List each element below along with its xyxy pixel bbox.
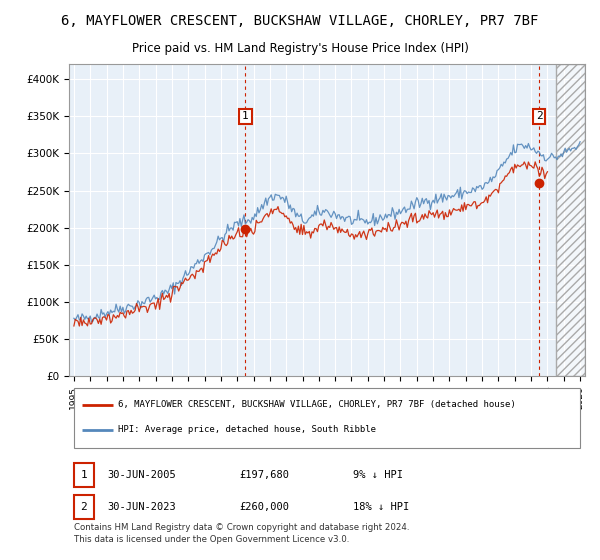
Text: 1: 1	[242, 111, 249, 122]
Bar	[556, 64, 585, 376]
Text: Price paid vs. HM Land Registry's House Price Index (HPI): Price paid vs. HM Land Registry's House …	[131, 42, 469, 55]
Text: 1: 1	[80, 470, 88, 480]
FancyBboxPatch shape	[74, 388, 580, 448]
Text: 18% ↓ HPI: 18% ↓ HPI	[353, 502, 409, 512]
Text: £197,680: £197,680	[239, 470, 289, 480]
Text: HPI: Average price, detached house, South Ribble: HPI: Average price, detached house, Sout…	[118, 426, 376, 435]
Text: Contains HM Land Registry data © Crown copyright and database right 2024.
This d: Contains HM Land Registry data © Crown c…	[74, 523, 410, 544]
FancyBboxPatch shape	[74, 495, 94, 519]
Text: £260,000: £260,000	[239, 502, 289, 512]
Text: 30-JUN-2023: 30-JUN-2023	[108, 502, 176, 512]
FancyBboxPatch shape	[74, 463, 94, 487]
Text: 30-JUN-2005: 30-JUN-2005	[108, 470, 176, 480]
Text: 6, MAYFLOWER CRESCENT, BUCKSHAW VILLAGE, CHORLEY, PR7 7BF: 6, MAYFLOWER CRESCENT, BUCKSHAW VILLAGE,…	[61, 14, 539, 28]
Text: 2: 2	[80, 502, 88, 512]
Bar	[556, 64, 585, 376]
Text: 6, MAYFLOWER CRESCENT, BUCKSHAW VILLAGE, CHORLEY, PR7 7BF (detached house): 6, MAYFLOWER CRESCENT, BUCKSHAW VILLAGE,…	[118, 400, 516, 409]
Text: 9% ↓ HPI: 9% ↓ HPI	[353, 470, 403, 480]
Text: 2: 2	[536, 111, 542, 122]
